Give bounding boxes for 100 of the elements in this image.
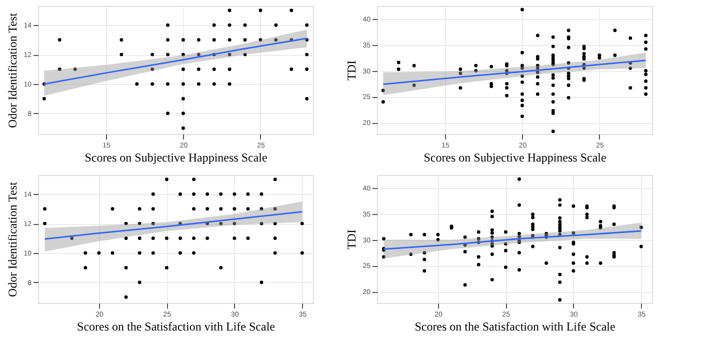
point (274, 38, 278, 42)
point (120, 38, 124, 42)
point (84, 251, 88, 255)
point (138, 251, 142, 255)
point (206, 207, 210, 211)
point (84, 266, 88, 270)
point (300, 251, 304, 255)
point (206, 192, 210, 196)
point (138, 236, 142, 240)
point (58, 68, 62, 71)
x-axis-title: Scores on Subjective Happiness Scale (424, 150, 606, 164)
point (135, 82, 139, 86)
point (273, 222, 277, 226)
point (97, 251, 101, 255)
point (228, 8, 232, 12)
point (181, 38, 185, 42)
point (258, 38, 262, 42)
point (246, 192, 250, 196)
point (246, 236, 250, 240)
point (232, 207, 236, 211)
point (192, 178, 196, 182)
point (181, 52, 185, 56)
point (181, 82, 185, 86)
point (110, 207, 114, 211)
y-axis-title: TDI (344, 60, 359, 80)
point (273, 178, 277, 182)
point (178, 236, 182, 240)
point (192, 236, 196, 240)
point (273, 207, 277, 211)
point (58, 38, 62, 42)
point (196, 68, 200, 71)
point (212, 82, 216, 86)
point (178, 251, 182, 255)
y-axis-title: TDI (344, 230, 359, 250)
point (290, 68, 294, 71)
point (260, 192, 264, 196)
point (164, 236, 168, 240)
point (305, 68, 309, 71)
x-axis-title: Scores on Subjective Happiness Scale (84, 150, 268, 164)
point (138, 222, 142, 226)
point (243, 52, 247, 56)
point (305, 52, 309, 56)
point (151, 236, 155, 240)
point (138, 280, 142, 284)
point (150, 82, 154, 86)
point (260, 222, 264, 226)
point (124, 222, 128, 226)
point (181, 96, 185, 100)
point (232, 236, 236, 240)
point (166, 23, 170, 27)
point (273, 236, 277, 240)
x-axis-title: Scores on the Satisfaction vith Life Scale (77, 320, 275, 334)
point (151, 222, 155, 226)
point (42, 96, 46, 100)
point (124, 295, 128, 299)
point (228, 68, 232, 71)
point (260, 280, 264, 284)
point (110, 251, 114, 255)
point (300, 222, 304, 226)
point (166, 38, 170, 42)
point (228, 52, 232, 56)
line-series (44, 211, 303, 240)
point (164, 266, 168, 270)
point (243, 38, 247, 42)
point (120, 52, 124, 56)
point (243, 23, 247, 27)
point (43, 207, 47, 211)
point (124, 266, 128, 270)
point (192, 207, 196, 211)
point (192, 192, 196, 196)
point (151, 192, 155, 196)
point (305, 96, 309, 100)
point (196, 52, 200, 56)
point (219, 222, 223, 226)
point (178, 192, 182, 196)
x-axis-title: Scores on the Satisfaction with Life Scale (414, 320, 616, 334)
y-axis-title: Odor Identification Test (6, 181, 20, 297)
point (232, 222, 236, 226)
point (273, 251, 277, 255)
point (181, 112, 185, 116)
point (151, 207, 155, 211)
point (151, 251, 155, 255)
point (196, 38, 200, 42)
point (258, 8, 262, 12)
y-axis-title: Odor Identification Test (6, 12, 20, 128)
point (206, 236, 210, 240)
point (212, 38, 216, 42)
point (124, 236, 128, 240)
point (73, 68, 77, 71)
point (181, 68, 185, 71)
point (228, 82, 232, 86)
point (150, 52, 154, 56)
point (219, 266, 223, 270)
point (166, 112, 170, 116)
point (212, 23, 216, 27)
point (192, 251, 196, 255)
point (196, 82, 200, 86)
point (232, 192, 236, 196)
point (166, 82, 170, 86)
point (219, 192, 223, 196)
